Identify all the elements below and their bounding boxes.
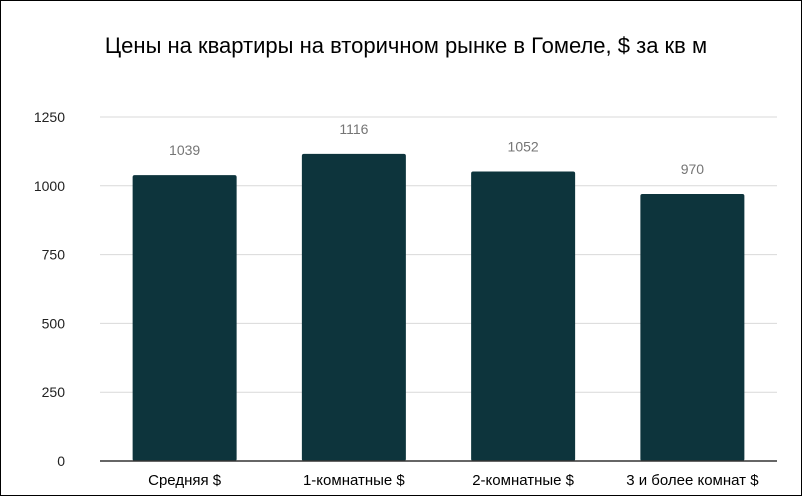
- y-tick-label: 750: [42, 247, 66, 263]
- x-tick-label: 3 и более комнат $: [626, 472, 759, 489]
- data-label: 1052: [508, 138, 539, 154]
- x-tick-label: 2-комнатные $: [472, 472, 574, 489]
- bar: [132, 175, 237, 461]
- data-label: 1039: [169, 142, 200, 158]
- data-label: 970: [681, 161, 705, 177]
- x-tick-label: 1-комнатные $: [303, 472, 405, 489]
- axis-layer: 0 250 500 750 1000 1250 Средняя $ 1-комнатные $…: [34, 109, 777, 489]
- data-label: 1116: [339, 121, 368, 137]
- bar: [471, 171, 576, 461]
- y-tick-label: 0: [57, 453, 65, 469]
- chart-title: Цены на квартиры на вторичном рынке в Го…: [105, 33, 707, 58]
- x-tick-label: Средняя $: [148, 472, 222, 489]
- y-tick-label: 1000: [34, 178, 65, 194]
- bar: [301, 153, 406, 461]
- bars-layer: [132, 153, 745, 461]
- labels-layer: 1039 1116 1052 970: [169, 121, 704, 177]
- y-tick-label: 500: [42, 315, 66, 331]
- y-tick-label: 250: [42, 384, 66, 400]
- y-tick-label: 1250: [34, 109, 65, 125]
- bar: [640, 194, 745, 461]
